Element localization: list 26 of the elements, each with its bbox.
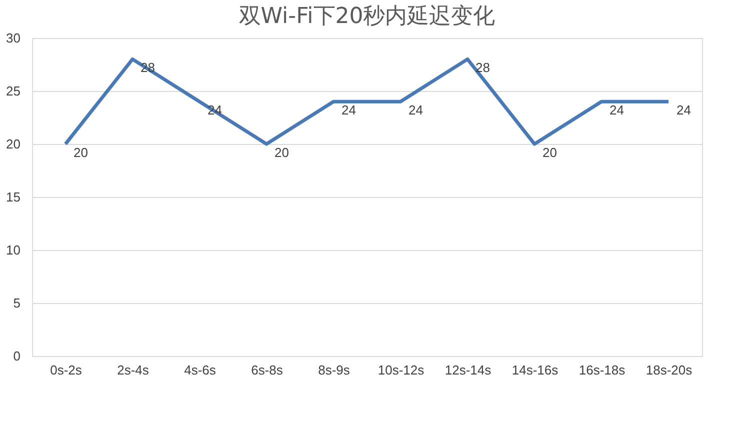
x-tick-label: 0s-2s (50, 362, 82, 378)
chart-title: 双Wi-Fi下20秒内延迟变化 (238, 4, 496, 29)
x-tick-label: 18s-20s (646, 362, 693, 378)
data-label: 24 (610, 102, 624, 118)
x-tick-label: 2s-4s (117, 362, 150, 378)
x-tick-label: 12s-14s (444, 362, 492, 378)
x-tick-label: 10s-12s (378, 362, 425, 378)
x-tick-label: 6s-8s (251, 362, 284, 378)
y-tick-label: 15 (6, 190, 20, 204)
data-label: 28 (476, 60, 490, 76)
y-tick-label: 0 (13, 348, 20, 364)
x-tick-label: 4s-6s (184, 362, 216, 378)
data-label: 24 (342, 102, 356, 118)
x-tick-label: 16s-18s (578, 362, 626, 378)
x-tick-label: 14s-16s (512, 362, 559, 378)
data-label: 20 (74, 145, 88, 160)
y-tick-label: 30 (6, 30, 20, 46)
data-label: 24 (408, 102, 423, 118)
y-tick-label: 10 (6, 242, 20, 258)
data-label: 20 (542, 145, 557, 160)
y-tick-label: 5 (13, 296, 20, 310)
x-tick-label: 8s-9s (318, 362, 350, 378)
data-label: 20 (274, 145, 289, 160)
y-tick-label: 20 (6, 136, 20, 152)
data-label: 24 (676, 102, 691, 118)
y-tick-label: 25 (6, 84, 20, 98)
